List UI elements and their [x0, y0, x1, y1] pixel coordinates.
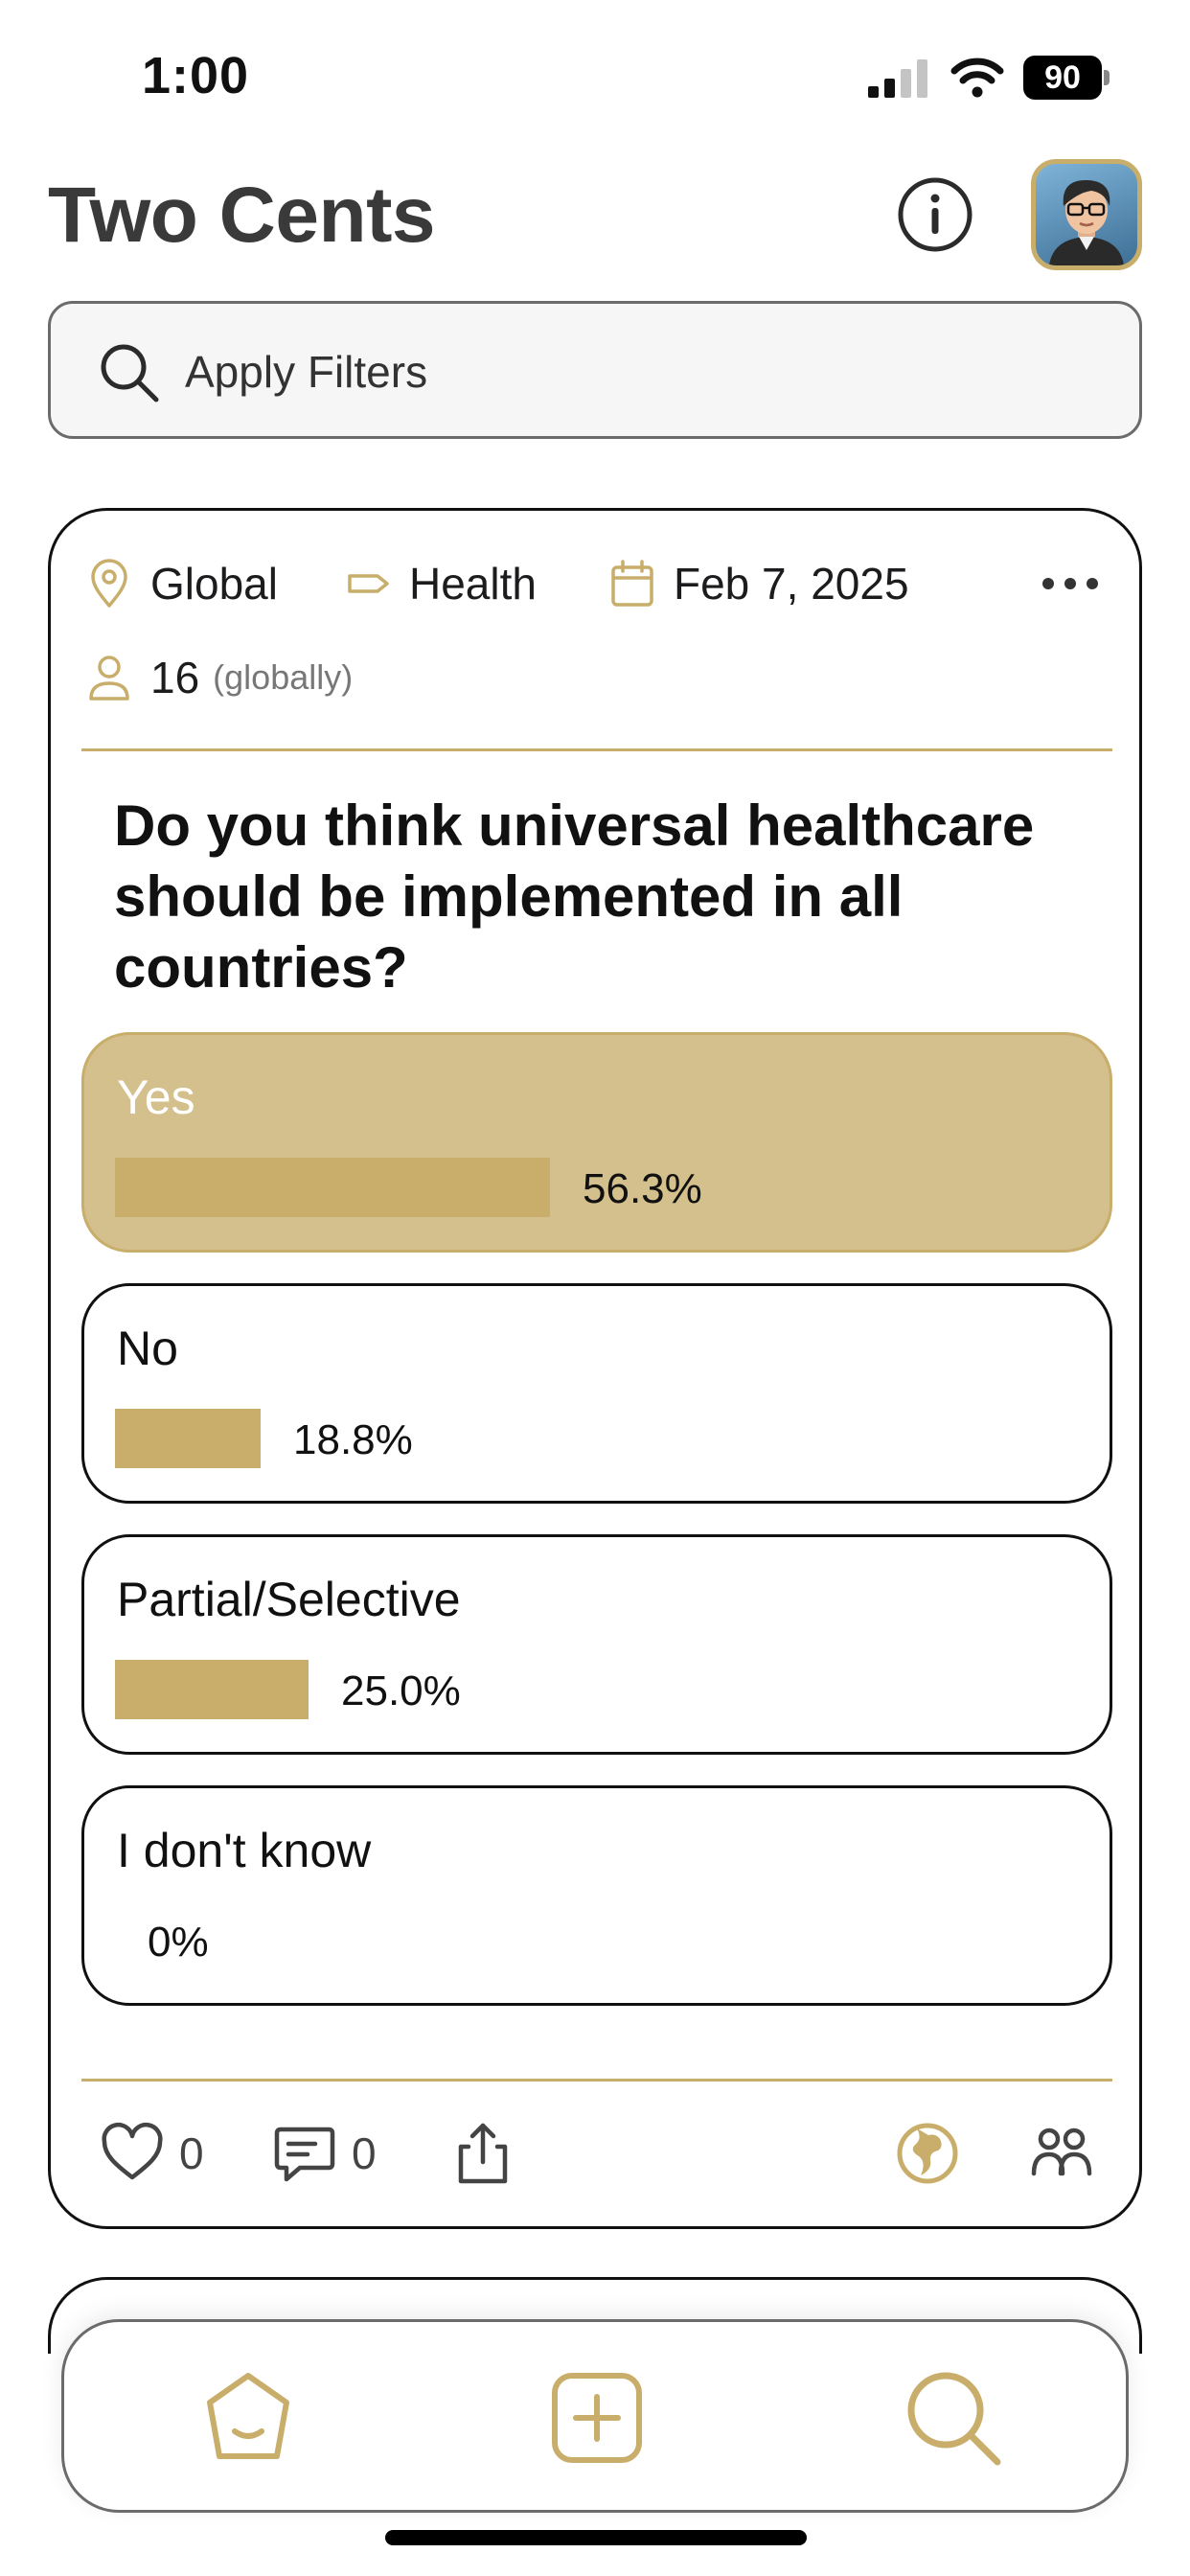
option-percent: 0%: [148, 1919, 209, 1966]
avatar-image: [1049, 179, 1124, 265]
participants-scope: (globally): [213, 657, 354, 697]
globe-icon: [897, 2123, 958, 2184]
location-label: Global: [150, 559, 278, 609]
comment-icon: [274, 2127, 335, 2182]
option-percent: 56.3%: [583, 1165, 702, 1212]
more-icon[interactable]: [1040, 566, 1101, 601]
status-bar: 1:00 90: [0, 0, 1190, 144]
status-time: 1:00: [142, 47, 250, 104]
add-icon[interactable]: [543, 2364, 651, 2472]
avatar[interactable]: [1031, 159, 1142, 270]
group-results-button[interactable]: [1028, 2086, 1095, 2220]
search-label: Apply Filters: [185, 347, 428, 397]
location-pin-icon: [91, 559, 127, 608]
search-icon: [101, 344, 159, 402]
filter-search-bar[interactable]: Apply Filters: [48, 301, 1142, 439]
poll-option-yes[interactable]: Yes 56.3%: [81, 1032, 1112, 1253]
option-label: Yes: [117, 1070, 195, 1124]
search-tab-icon[interactable]: [900, 2364, 1007, 2472]
group-icon: [1031, 2128, 1092, 2176]
divider: [81, 748, 1112, 751]
participants-count: 16: [150, 653, 200, 702]
poll-option-no[interactable]: No 18.8%: [81, 1283, 1112, 1504]
global-results-button[interactable]: [894, 2086, 961, 2220]
option-label: No: [117, 1322, 178, 1375]
option-percent: 18.8%: [293, 1416, 413, 1463]
poll-option-dont-know[interactable]: I don't know 0%: [81, 1785, 1112, 2006]
poll-date: Feb 7, 2025: [610, 555, 909, 612]
poll-question: Do you think universal healthcare should…: [114, 794, 1035, 1000]
option-percent: 25.0%: [341, 1668, 461, 1714]
option-result-bar: [115, 1409, 261, 1468]
home-icon[interactable]: [195, 2364, 302, 2472]
option-label: Partial/Selective: [117, 1573, 461, 1626]
wifi-icon: [950, 58, 1004, 98]
battery-level: 90: [1023, 56, 1102, 100]
like-button[interactable]: 0: [99, 2086, 204, 2220]
date-label: Feb 7, 2025: [674, 559, 909, 609]
card-footer: 0 0: [51, 2086, 1145, 2220]
option-result-bar: [115, 1158, 550, 1217]
home-indicator: [385, 2530, 807, 2545]
comment-button[interactable]: 0: [271, 2086, 377, 2220]
option-result-bar: [115, 1660, 309, 1719]
share-icon: [458, 2123, 508, 2184]
poll-card: Global Health Feb 7, 2025 16 (globally) …: [48, 508, 1142, 2229]
poll-category[interactable]: Health: [346, 555, 537, 612]
tag-icon: [348, 574, 389, 593]
divider: [81, 2079, 1112, 2082]
option-label: I don't know: [117, 1824, 372, 1877]
calendar-icon: [611, 560, 653, 607]
like-count: 0: [179, 2128, 204, 2178]
battery-icon: 90: [1023, 56, 1110, 100]
poll-location[interactable]: Global: [87, 555, 278, 612]
comment-count: 0: [352, 2128, 377, 2178]
share-button[interactable]: [449, 2086, 516, 2220]
person-icon: [89, 656, 129, 701]
heart-icon: [102, 2123, 163, 2180]
category-label: Health: [409, 559, 537, 609]
signal-icon: [868, 59, 927, 98]
app-title: Two Cents: [48, 172, 435, 259]
poll-option-partial[interactable]: Partial/Selective 25.0%: [81, 1534, 1112, 1755]
participants: 16 (globally): [87, 649, 353, 706]
tab-bar: [61, 2319, 1129, 2513]
info-icon[interactable]: [897, 176, 973, 253]
